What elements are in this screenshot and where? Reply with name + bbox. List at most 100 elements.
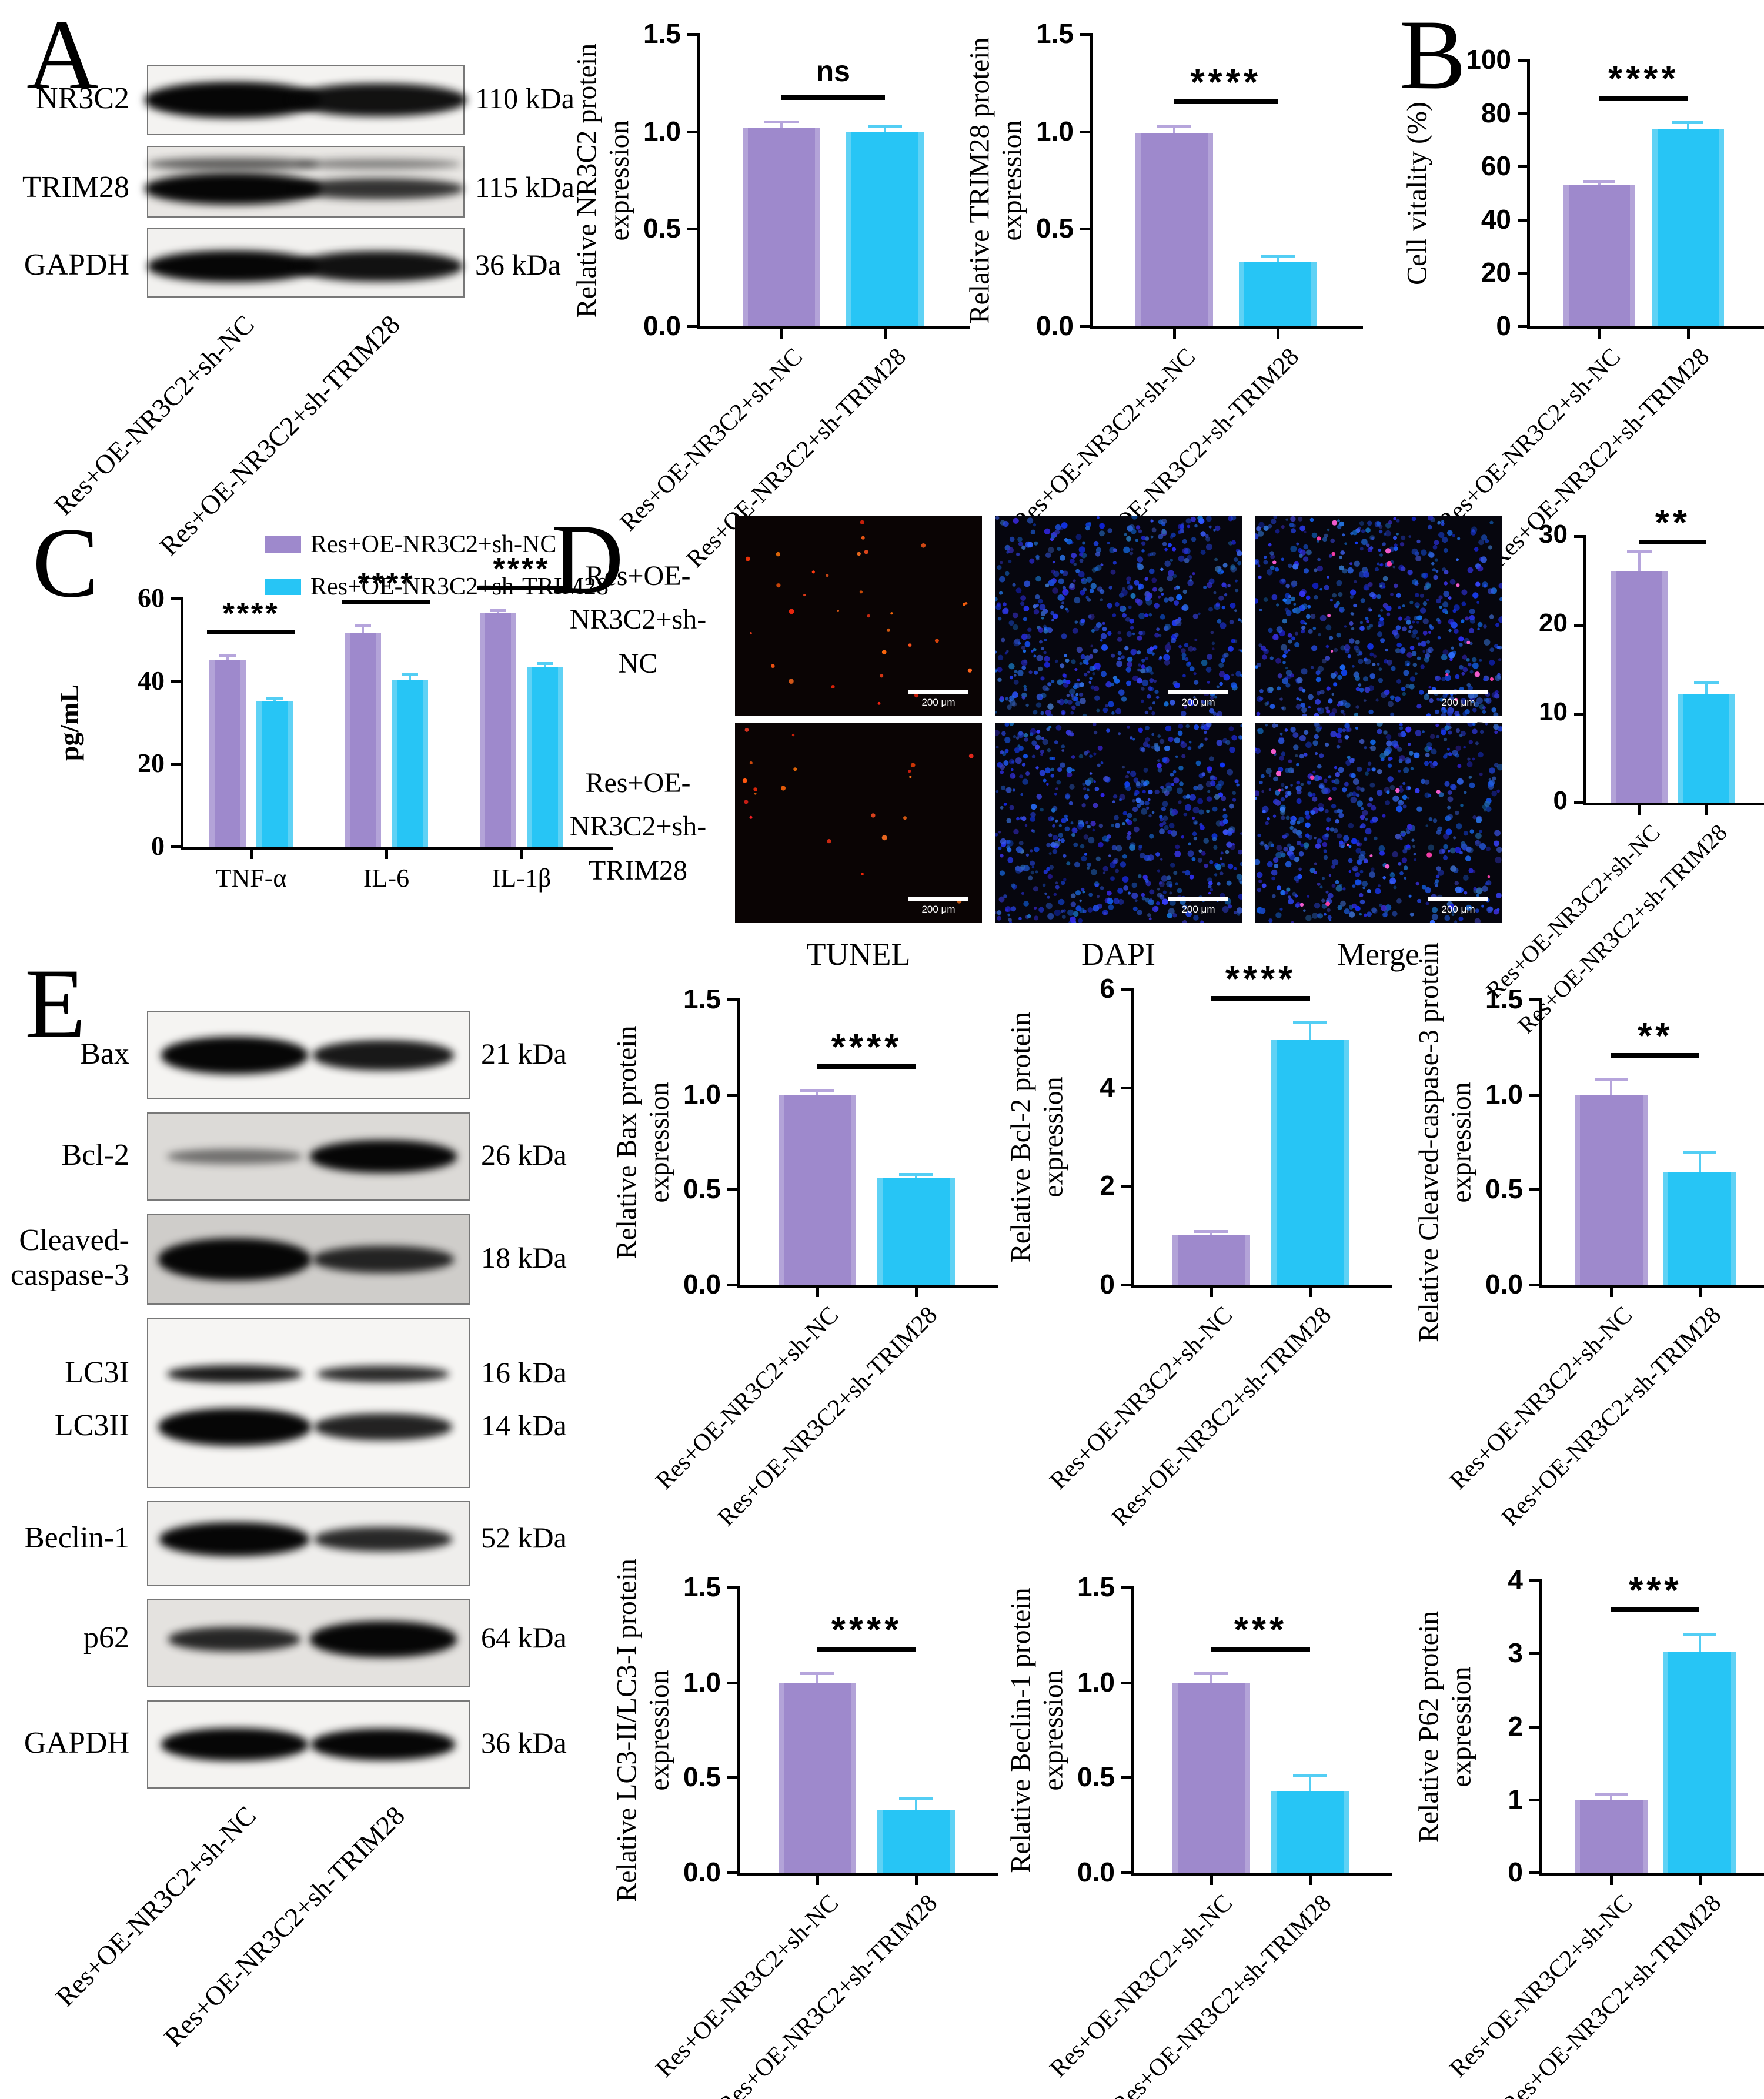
x-axis <box>1539 1285 1764 1288</box>
protein-label: Bcl-2 <box>61 1138 129 1172</box>
y-tick <box>687 33 697 36</box>
y-tick <box>1121 1185 1131 1188</box>
y-tick <box>1121 988 1131 991</box>
y-tick <box>1080 228 1090 231</box>
x-tick <box>250 850 253 859</box>
panel-a-label: A <box>26 0 99 110</box>
tunel-image-row2: 200 μm <box>735 723 982 923</box>
y-tick-label: 1.0 <box>1036 115 1074 146</box>
blot-band <box>314 1527 452 1552</box>
protein-label: LC3I <box>65 1355 129 1389</box>
x-tick <box>816 1288 819 1297</box>
error-bar <box>1705 681 1708 694</box>
y-tick <box>1529 1725 1539 1729</box>
error-bar-cap <box>800 1089 835 1093</box>
kda-label: 36 kDa <box>475 248 561 281</box>
x-axis <box>1527 326 1764 329</box>
y-tick <box>1574 535 1583 538</box>
blot-band <box>144 173 321 205</box>
y-tick <box>1529 1579 1539 1582</box>
x-axis <box>1583 803 1764 805</box>
error-bar-cap <box>1194 1230 1229 1234</box>
svg-text:200 μm: 200 μm <box>1441 697 1475 708</box>
y-tick <box>1121 1086 1131 1089</box>
y-axis <box>1583 535 1586 805</box>
fluorescence-column-label: DAPI <box>1081 937 1155 972</box>
y-tick-label: 20 <box>1539 609 1568 637</box>
x-tick <box>915 1876 918 1885</box>
y-tick <box>1121 1776 1131 1780</box>
protein-label: LC3II <box>54 1408 129 1442</box>
y-tick-label: 60 <box>138 583 165 613</box>
y-axis-title: pg/mL <box>54 684 84 761</box>
y-tick-label: 0.5 <box>1485 1174 1523 1205</box>
y-axis <box>737 998 740 1288</box>
blot-band <box>314 1413 452 1440</box>
blot-band <box>147 250 318 282</box>
y-tick-label: 2 <box>1508 1710 1523 1742</box>
error-bar <box>780 122 783 128</box>
y-tick-label: 3 <box>1508 1637 1523 1669</box>
y-tick <box>1529 1188 1539 1192</box>
error-bar-cap <box>1194 1672 1229 1675</box>
bar-group1 <box>1172 1235 1250 1285</box>
y-tick <box>727 1776 737 1780</box>
y-tick <box>1529 1093 1539 1097</box>
bar-group2 <box>846 131 924 326</box>
bar-group2 <box>1663 1652 1736 1873</box>
y-tick <box>1121 1681 1131 1684</box>
y-tick <box>727 1284 737 1286</box>
fluorescence-row-label: Res+OE- NR3C2+sh- NC <box>569 560 707 679</box>
error-bar <box>544 663 546 667</box>
x-axis-label: Res+OE-NR3C2+sh-NC <box>49 1800 262 2012</box>
bar-group1 <box>1574 1094 1648 1285</box>
y-tick-label: 1.5 <box>1036 18 1074 49</box>
y-tick-label: 1.5 <box>1485 984 1523 1014</box>
y-tick <box>727 1188 737 1192</box>
y-tick <box>1080 325 1090 328</box>
y-tick <box>1518 112 1527 115</box>
error-bar <box>226 654 229 660</box>
significance-line <box>342 600 430 604</box>
protein-label: TRIM28 <box>22 171 129 205</box>
svg-text:200 μm: 200 μm <box>1441 904 1475 915</box>
bar-IL-6-series2 <box>392 680 428 847</box>
y-axis <box>1539 998 1542 1288</box>
y-tick-label: 0.5 <box>683 1762 721 1793</box>
x-tick <box>1172 329 1176 339</box>
significance-label: **** <box>831 1609 903 1650</box>
bar-group2 <box>1271 1040 1349 1285</box>
legend-swatch-2 <box>265 579 301 595</box>
y-tick <box>727 1586 737 1589</box>
significance-label: **** <box>831 1027 903 1068</box>
x-category-label: TNF-α <box>215 864 287 893</box>
bar-group2 <box>877 1810 955 1873</box>
x-category-label: IL-1β <box>492 864 552 893</box>
y-tick-label: 0.5 <box>1036 213 1074 244</box>
x-axis <box>697 326 970 329</box>
y-axis-title: Cell vitality (%) <box>1401 101 1432 285</box>
kda-label: 64 kDa <box>481 1620 567 1654</box>
bar-group2 <box>1663 1172 1736 1285</box>
y-tick <box>727 1681 737 1684</box>
x-axis <box>1090 326 1363 329</box>
bar-IL-1β-series1 <box>480 613 516 847</box>
error-bar-cap <box>1672 121 1704 125</box>
error-bar <box>1638 551 1641 572</box>
y-axis <box>1539 1579 1542 1876</box>
error-bar <box>1309 1022 1311 1040</box>
bar-group1 <box>779 1682 856 1873</box>
bar-group1 <box>1563 185 1636 326</box>
y-tick-label: 40 <box>138 665 165 696</box>
y-axis <box>1131 1586 1134 1876</box>
blot-band <box>159 1522 309 1557</box>
error-bar-cap <box>1260 255 1295 258</box>
x-tick <box>780 329 783 339</box>
dapi-image-row2: 200 μm <box>993 721 1244 925</box>
y-tick-label: 0.0 <box>1485 1269 1523 1299</box>
error-bar <box>1686 122 1689 129</box>
y-tick-label: 100 <box>1466 44 1511 75</box>
x-tick <box>1598 329 1602 339</box>
y-tick-label: 0 <box>151 831 165 861</box>
